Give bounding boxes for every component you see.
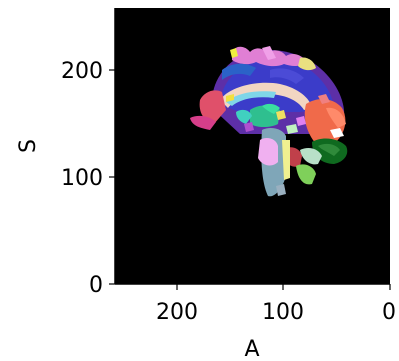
y-tick-label-0: 0 xyxy=(89,273,103,298)
y-axis-label: S xyxy=(16,139,41,153)
brain-segmentation-image xyxy=(190,46,348,197)
y-tick-label-100: 100 xyxy=(61,166,103,191)
x-tick-label-200: 200 xyxy=(156,300,198,325)
y-tick-label-200: 200 xyxy=(61,59,103,84)
x-axis-label: A xyxy=(244,337,259,361)
x-tick-label-0: 0 xyxy=(382,300,396,325)
plot-background xyxy=(115,8,390,284)
x-tick-label-100: 100 xyxy=(262,300,304,325)
